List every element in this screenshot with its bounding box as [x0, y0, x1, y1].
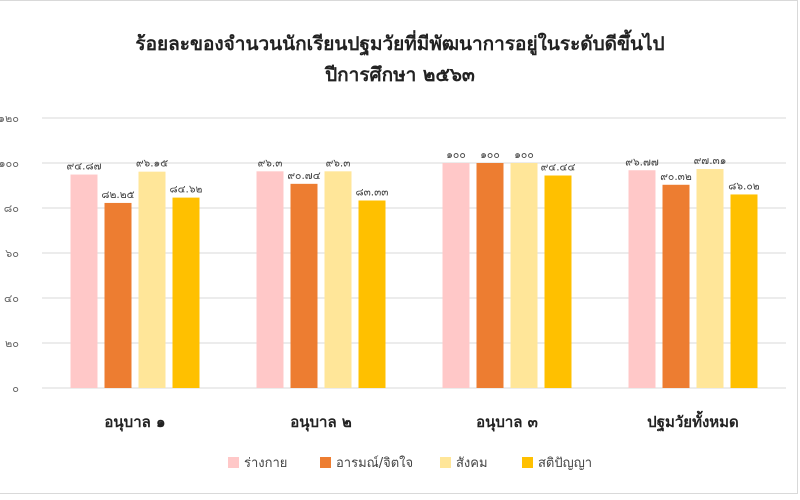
data-label: ๘๖.๐๒ — [728, 180, 760, 192]
bar — [442, 163, 470, 388]
x-category-label: ปฐมวัยทั้งหมด — [647, 410, 739, 432]
y-tick-label: ๒๐ — [5, 337, 19, 350]
y-tick-label: ๘๐ — [4, 202, 19, 215]
data-label: ๙๔.๘๗ — [67, 161, 102, 173]
bar — [104, 202, 132, 388]
data-label: ๙๐.๗๔ — [287, 170, 320, 182]
data-label: ๙๖.๗๗ — [625, 156, 659, 168]
y-tick-label: ๖๐ — [5, 247, 19, 260]
y-tick-label: ๔๐ — [4, 292, 19, 305]
legend-label: สังคม — [456, 456, 488, 471]
data-label: ๙๗.๓๑ — [694, 155, 727, 167]
legend-swatch — [228, 457, 239, 468]
data-label: ๙๐.๓๒ — [660, 171, 692, 183]
y-tick-label: ๑๒๐ — [0, 112, 19, 125]
legend-swatch — [440, 457, 451, 468]
legend-swatch — [320, 457, 331, 468]
data-label: ๙๖.๓ — [326, 157, 351, 169]
bar — [290, 183, 318, 388]
data-label: ๙๔.๔๔ — [541, 162, 576, 174]
chart-title-line: ปีการศึกษา ๒๕๖๓ — [324, 64, 475, 86]
bar — [628, 170, 656, 388]
legend-label: ร่างกาย — [244, 456, 287, 471]
chart-title-line: ร้อยละของจำนวนนักเรียนปฐมวัยที่มีพัฒนากา… — [135, 29, 664, 57]
data-label: ๘๔.๖๒ — [170, 184, 203, 196]
x-category-label: อนุบาล ๑ — [104, 413, 165, 432]
data-label: ๙๖.๓ — [258, 157, 283, 169]
bar — [662, 184, 690, 388]
data-label: ๑๐๐ — [514, 149, 533, 161]
y-tick-label: ๐ — [12, 382, 19, 395]
bar — [730, 194, 758, 388]
bar — [358, 200, 386, 388]
bar — [256, 171, 284, 388]
bar — [70, 174, 98, 388]
x-category-label: อนุบาล ๒ — [290, 413, 352, 432]
bar — [172, 197, 200, 388]
y-tick-label: ๑๐๐ — [0, 157, 19, 170]
bar — [324, 171, 352, 388]
legend-label: อารมณ์/จิตใจ — [336, 455, 413, 471]
legend-swatch — [522, 457, 533, 468]
legend-label: สติปัญญา — [538, 456, 592, 471]
bar — [544, 175, 572, 388]
bar — [510, 163, 538, 388]
data-label: ๑๐๐ — [480, 149, 499, 161]
data-label: ๑๐๐ — [446, 149, 465, 161]
bar — [476, 163, 504, 388]
data-label: ๘๒.๒๕ — [101, 189, 134, 201]
bar — [138, 171, 166, 388]
data-label: ๘๓.๓๓ — [356, 187, 389, 199]
x-category-label: อนุบาล ๓ — [476, 413, 538, 432]
data-label: ๙๖.๑๕ — [136, 158, 168, 170]
bar — [696, 169, 724, 388]
